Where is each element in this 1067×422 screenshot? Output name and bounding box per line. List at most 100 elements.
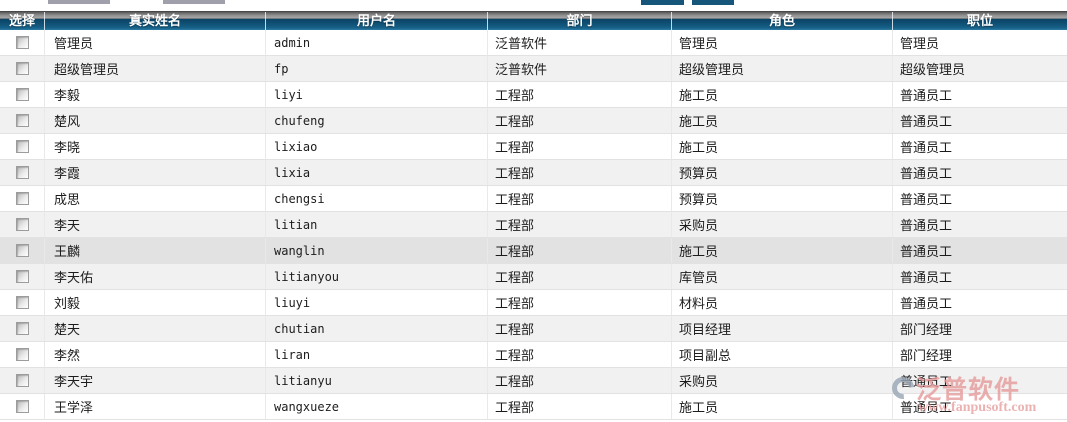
cell-position: 普通员工 xyxy=(900,244,953,259)
cell-role: 预算员 xyxy=(672,186,893,211)
row-checkbox[interactable] xyxy=(15,114,29,127)
cell-dept: 工程部 xyxy=(488,394,672,419)
cell-real-name: 超级管理员 xyxy=(45,56,266,81)
cell-position: 部门经理 xyxy=(900,322,953,337)
cell-real-name: 楚风 xyxy=(45,108,266,133)
header-dept[interactable]: 部门 xyxy=(488,12,672,30)
table-row[interactable]: 李霞 lixia 工程部 预算员 普通员工 xyxy=(0,160,1067,186)
cell-select xyxy=(0,212,45,237)
cell-real-name: 李天 xyxy=(45,212,266,237)
cell-position: 普通员工 xyxy=(900,114,953,129)
cell-dept: 工程部 xyxy=(488,212,672,237)
cell-select xyxy=(0,316,45,341)
cell-dept: 工程部 xyxy=(488,368,672,393)
cell-select xyxy=(0,264,45,289)
cropped-input-fragment-2[interactable] xyxy=(163,0,225,4)
table-row[interactable]: 李然 liran 工程部 项目副总 部门经理 xyxy=(0,342,1067,368)
cell-role: 项目经理 xyxy=(672,316,893,341)
cell-username: chengsi xyxy=(266,186,488,211)
cell-real-name: 王学泽 xyxy=(45,394,266,419)
cell-role: 预算员 xyxy=(672,160,893,185)
row-checkbox[interactable] xyxy=(15,322,29,335)
cell-role: 采购员 xyxy=(672,368,893,393)
table-row[interactable]: 楚风 chufeng 工程部 施工员 普通员工 xyxy=(0,108,1067,134)
cell-position: 部门经理 xyxy=(900,348,953,363)
table-row[interactable]: 李毅 liyi 工程部 施工员 普通员工 xyxy=(0,82,1067,108)
row-checkbox[interactable] xyxy=(15,400,29,413)
cell-real-name: 管理员 xyxy=(45,30,266,55)
cell-username: wangxueze xyxy=(266,394,488,419)
cell-dept: 工程部 xyxy=(488,82,672,107)
header-real-name[interactable]: 真实姓名 xyxy=(45,12,266,30)
user-table: 选择 真实姓名 用户名 部门 角色 职位 管理员 admin 泛普软件 管理员 … xyxy=(0,11,1067,420)
header-position[interactable]: 职位 xyxy=(966,13,993,28)
cropped-button-fragment-1[interactable] xyxy=(641,0,684,5)
table-row[interactable]: 王学泽 wangxueze 工程部 施工员 普通员工 xyxy=(0,394,1067,420)
cell-position: 普通员工 xyxy=(900,374,953,389)
cell-real-name: 李然 xyxy=(45,342,266,367)
cell-role: 施工员 xyxy=(672,238,893,263)
cell-role: 管理员 xyxy=(672,30,893,55)
cell-role: 施工员 xyxy=(672,82,893,107)
cell-real-name: 成思 xyxy=(45,186,266,211)
row-checkbox[interactable] xyxy=(15,36,29,49)
cell-position: 普通员工 xyxy=(900,88,953,103)
cell-select xyxy=(0,134,45,159)
cell-position: 超级管理员 xyxy=(900,62,966,77)
table-row[interactable]: 管理员 admin 泛普软件 管理员 管理员 xyxy=(0,30,1067,56)
cell-real-name: 李毅 xyxy=(45,82,266,107)
cell-username: fp xyxy=(266,56,488,81)
row-checkbox[interactable] xyxy=(15,62,29,75)
row-checkbox[interactable] xyxy=(15,218,29,231)
cell-position: 普通员工 xyxy=(900,166,953,181)
cell-dept: 工程部 xyxy=(488,238,672,263)
cell-dept: 工程部 xyxy=(488,134,672,159)
row-checkbox[interactable] xyxy=(15,348,29,361)
cell-position: 普通员工 xyxy=(900,192,953,207)
cell-position: 普通员工 xyxy=(900,270,953,285)
table-row[interactable]: 李天宇 litianyu 工程部 采购员 普通员工 xyxy=(0,368,1067,394)
cell-real-name: 楚天 xyxy=(45,316,266,341)
table-row[interactable]: 刘毅 liuyi 工程部 材料员 普通员工 xyxy=(0,290,1067,316)
header-select[interactable]: 选择 xyxy=(0,12,45,30)
row-checkbox[interactable] xyxy=(15,296,29,309)
cell-real-name: 李霞 xyxy=(45,160,266,185)
cell-select xyxy=(0,342,45,367)
cell-select xyxy=(0,394,45,419)
header-role[interactable]: 角色 xyxy=(672,12,893,30)
table-row[interactable]: 超级管理员 fp 泛普软件 超级管理员 超级管理员 xyxy=(0,56,1067,82)
cell-select xyxy=(0,290,45,315)
row-checkbox[interactable] xyxy=(15,270,29,283)
cell-position: 普通员工 xyxy=(900,296,953,311)
cell-role: 施工员 xyxy=(672,134,893,159)
row-checkbox[interactable] xyxy=(15,244,29,257)
cell-username: admin xyxy=(266,30,488,55)
cell-select xyxy=(0,30,45,55)
table-row[interactable]: 李天 litian 工程部 采购员 普通员工 xyxy=(0,212,1067,238)
cell-role: 项目副总 xyxy=(672,342,893,367)
cell-dept: 泛普软件 xyxy=(488,56,672,81)
cell-role: 施工员 xyxy=(672,108,893,133)
cell-real-name: 李天佑 xyxy=(45,264,266,289)
row-checkbox[interactable] xyxy=(15,192,29,205)
cell-username: liran xyxy=(266,342,488,367)
table-row[interactable]: 楚天 chutian 工程部 项目经理 部门经理 xyxy=(0,316,1067,342)
table-body: 管理员 admin 泛普软件 管理员 管理员 超级管理员 fp 泛普软件 超级管… xyxy=(0,30,1067,420)
cell-username: liyi xyxy=(266,82,488,107)
row-checkbox[interactable] xyxy=(15,88,29,101)
row-checkbox[interactable] xyxy=(15,140,29,153)
cell-real-name: 刘毅 xyxy=(45,290,266,315)
cell-select xyxy=(0,160,45,185)
table-row[interactable]: 王麟 wanglin 工程部 施工员 普通员工 xyxy=(0,238,1067,264)
cell-position: 普通员工 xyxy=(900,400,953,415)
table-row[interactable]: 李天佑 litianyou 工程部 库管员 普通员工 xyxy=(0,264,1067,290)
header-username[interactable]: 用户名 xyxy=(266,12,488,30)
row-checkbox[interactable] xyxy=(15,374,29,387)
table-header-row: 选择 真实姓名 用户名 部门 角色 职位 xyxy=(0,11,1067,30)
table-row[interactable]: 李晓 lixiao 工程部 施工员 普通员工 xyxy=(0,134,1067,160)
table-row[interactable]: 成思 chengsi 工程部 预算员 普通员工 xyxy=(0,186,1067,212)
cropped-input-fragment-1[interactable] xyxy=(48,0,110,4)
cropped-button-fragment-2[interactable] xyxy=(692,0,734,5)
cell-dept: 工程部 xyxy=(488,342,672,367)
row-checkbox[interactable] xyxy=(15,166,29,179)
